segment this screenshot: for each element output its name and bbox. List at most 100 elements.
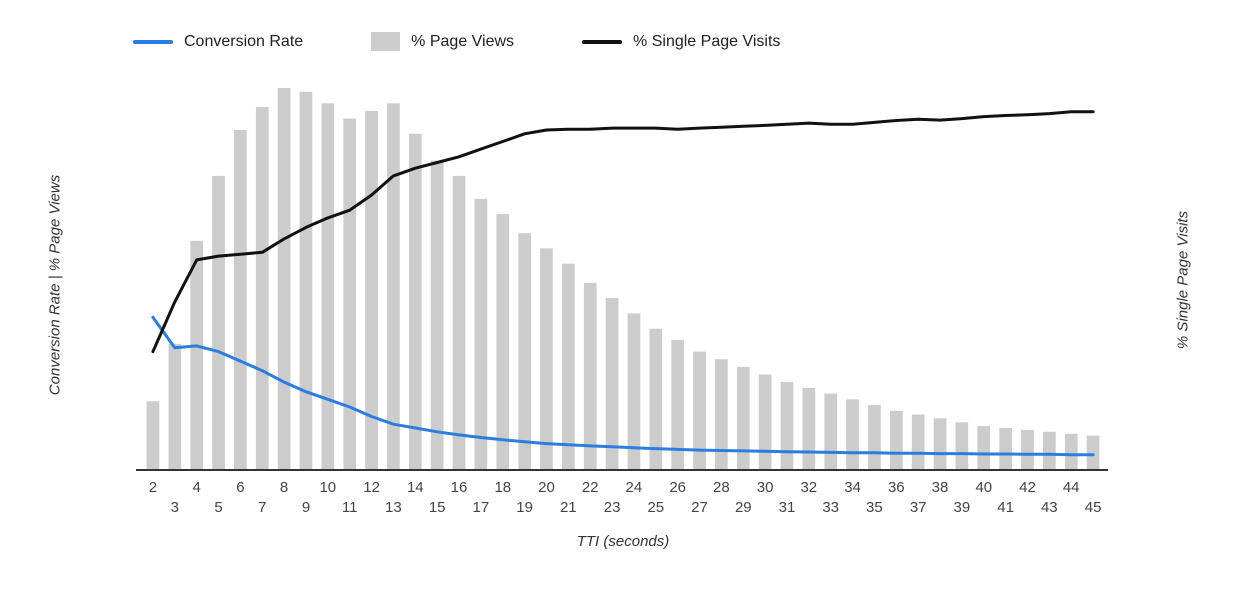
x-tick-label-28: 28 bbox=[713, 479, 730, 496]
x-tick-label-22: 22 bbox=[582, 479, 599, 496]
page-views-bar-27 bbox=[693, 351, 706, 470]
x-tick-label-19: 19 bbox=[516, 499, 533, 516]
page-views-bar-18 bbox=[496, 214, 510, 470]
page-views-bar-24 bbox=[627, 313, 641, 470]
x-tick-label-36: 36 bbox=[888, 479, 905, 496]
legend-item-conversion-rate: Conversion Rate bbox=[133, 33, 303, 51]
page-views-bar-29 bbox=[736, 366, 750, 470]
page-views-bar-4 bbox=[190, 240, 203, 470]
page-views-bar-31 bbox=[780, 382, 794, 470]
x-tick-label-45: 45 bbox=[1085, 499, 1102, 516]
x-tick-label-29: 29 bbox=[735, 499, 752, 516]
page-views-bar-6 bbox=[234, 130, 247, 470]
page-views-bar-10 bbox=[321, 103, 335, 471]
x-axis-label: TTI (seconds) bbox=[576, 533, 670, 550]
page-views-bar-41 bbox=[999, 428, 1012, 470]
page-views-bar-33 bbox=[824, 393, 838, 470]
page-views-bar-3 bbox=[168, 343, 182, 470]
page-views-bar-44 bbox=[1064, 433, 1078, 470]
x-tick-label-13: 13 bbox=[385, 499, 402, 516]
x-tick-label-7: 7 bbox=[258, 499, 266, 516]
page-views-bar-19 bbox=[518, 233, 531, 470]
x-tick-label-9: 9 bbox=[302, 499, 310, 516]
legend-label-conversion-rate: Conversion Rate bbox=[184, 32, 304, 50]
page-views-bar-16 bbox=[452, 175, 466, 470]
legend-item-page-views: % Page Views bbox=[371, 32, 514, 51]
x-tick-label-16: 16 bbox=[451, 479, 468, 496]
page-views-bar-5 bbox=[212, 175, 225, 470]
x-tick-label-41: 41 bbox=[997, 499, 1014, 516]
x-tick-label-32: 32 bbox=[800, 479, 817, 496]
x-tick-label-18: 18 bbox=[494, 479, 511, 496]
page-views-bar-22 bbox=[583, 282, 597, 470]
x-tick-label-30: 30 bbox=[757, 479, 774, 496]
x-tick-label-44: 44 bbox=[1063, 479, 1080, 496]
page-views-bar-17 bbox=[474, 198, 488, 471]
page-views-bar-45 bbox=[1086, 435, 1100, 470]
x-tick-label-39: 39 bbox=[954, 499, 971, 516]
page-views-bar-43 bbox=[1043, 431, 1056, 470]
page-views-bar-30 bbox=[758, 374, 772, 470]
x-tick-label-38: 38 bbox=[932, 479, 949, 496]
page-views-bar-28 bbox=[715, 359, 728, 470]
page-views-bar-7 bbox=[255, 107, 269, 470]
legend-item-single-page-visits: % Single Page Visits bbox=[582, 33, 780, 51]
page-views-bar-35 bbox=[868, 405, 881, 470]
x-tick-label-12: 12 bbox=[363, 479, 380, 496]
page-views-bar-8 bbox=[277, 88, 291, 470]
series-line-conversion-rate bbox=[151, 315, 1095, 457]
page-views-bar-38 bbox=[933, 418, 947, 470]
page-views-bar-42 bbox=[1021, 429, 1034, 470]
x-tick-label-27: 27 bbox=[691, 499, 708, 516]
x-tick-label-33: 33 bbox=[822, 499, 839, 516]
page-views-bar-36 bbox=[890, 410, 903, 470]
x-tick-label-11: 11 bbox=[342, 499, 358, 516]
page-views-bar-14 bbox=[409, 133, 422, 471]
conversion-rate-line-swatch bbox=[133, 39, 173, 44]
page-views-bar-20 bbox=[540, 248, 553, 470]
page-views-bar-11 bbox=[343, 118, 357, 470]
page-views-bar-23 bbox=[605, 298, 619, 470]
single-page-visits-line-swatch bbox=[582, 39, 623, 44]
x-tick-label-23: 23 bbox=[604, 499, 621, 516]
x-tick-label-35: 35 bbox=[866, 499, 883, 516]
page-views-bar-15 bbox=[430, 160, 444, 470]
page-views-bar-9 bbox=[299, 91, 313, 471]
x-tick-label-10: 10 bbox=[319, 479, 336, 496]
page-views-bar-37 bbox=[911, 414, 925, 470]
page-views-bar-21 bbox=[562, 263, 575, 470]
page-views-bar-32 bbox=[802, 387, 816, 470]
x-tick-label-4: 4 bbox=[193, 479, 201, 496]
x-tick-label-42: 42 bbox=[1019, 479, 1036, 496]
x-tick-label-43: 43 bbox=[1041, 499, 1058, 516]
x-tick-label-6: 6 bbox=[236, 479, 244, 496]
x-tick-label-5: 5 bbox=[214, 499, 222, 516]
x-tick-label-15: 15 bbox=[429, 499, 446, 516]
x-tick-label-17: 17 bbox=[473, 499, 490, 516]
x-tick-label-14: 14 bbox=[407, 479, 424, 496]
x-tick-label-34: 34 bbox=[844, 479, 861, 496]
x-tick-label-26: 26 bbox=[669, 479, 686, 496]
page-views-bar-13 bbox=[387, 103, 400, 471]
series-line--single-page-visits bbox=[151, 110, 1095, 354]
page-views-bar-40 bbox=[977, 426, 991, 470]
legend-label-single-page-visits: % Single Page Visits bbox=[633, 32, 781, 50]
page-views-bar-2 bbox=[146, 401, 160, 470]
x-tick-label-37: 37 bbox=[910, 499, 927, 516]
x-tick-label-21: 21 bbox=[560, 499, 577, 516]
page-views-bar-25 bbox=[649, 328, 663, 470]
page-views-bar-26 bbox=[671, 340, 684, 470]
x-tick-label-3: 3 bbox=[171, 499, 179, 516]
x-tick-label-40: 40 bbox=[975, 479, 992, 496]
x-tick-label-8: 8 bbox=[280, 479, 288, 496]
x-tick-label-2: 2 bbox=[149, 479, 157, 496]
page-views-bar-39 bbox=[955, 422, 969, 471]
page-views-bar-12 bbox=[365, 110, 378, 471]
x-tick-label-31: 31 bbox=[779, 499, 796, 516]
x-tick-label-25: 25 bbox=[647, 499, 664, 516]
chart-legend: Conversion Rate % Page Views % Single Pa… bbox=[133, 32, 780, 51]
legend-label-page-views: % Page Views bbox=[411, 32, 515, 50]
x-tick-label-20: 20 bbox=[538, 479, 555, 496]
